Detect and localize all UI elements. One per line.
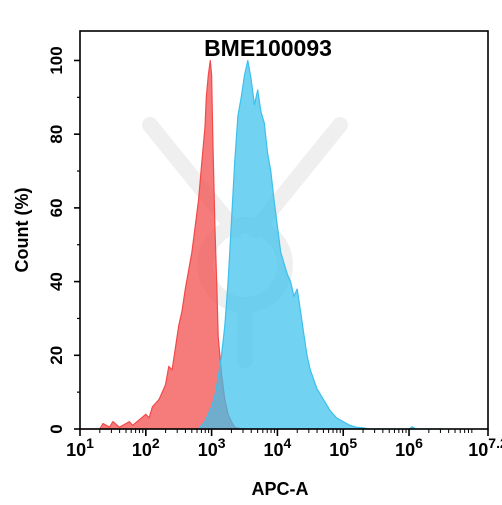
axes: 0 20 40 60 80 100 101 102 103 104 105 106 107.2 bbox=[47, 46, 502, 460]
x-tick-label: 103 bbox=[198, 435, 226, 460]
x-tick-label: 107.2 bbox=[468, 435, 502, 460]
x-tick-label: 106 bbox=[395, 435, 423, 460]
x-tick-label: 102 bbox=[132, 435, 160, 460]
y-tick-label: 20 bbox=[47, 346, 66, 365]
plot-frame bbox=[79, 30, 489, 430]
y-tick-label: 60 bbox=[47, 198, 66, 217]
histogram-series-2 bbox=[197, 59, 443, 430]
chart-title: BME100093 bbox=[204, 35, 332, 61]
x-tick-label: 101 bbox=[66, 435, 94, 460]
x-tick-label: 104 bbox=[264, 435, 292, 460]
y-tick-label: 80 bbox=[47, 125, 66, 144]
histogram-series-1 bbox=[79, 59, 242, 430]
y-tick-label: 0 bbox=[47, 424, 66, 433]
y-tick-label: 100 bbox=[47, 46, 66, 74]
y-tick-label: 40 bbox=[47, 272, 66, 291]
histogram-series bbox=[79, 59, 443, 430]
x-tick-label: 105 bbox=[329, 435, 357, 460]
y-axis-title: Count (%) bbox=[12, 188, 32, 273]
x-axis-title: APC-A bbox=[252, 479, 309, 499]
